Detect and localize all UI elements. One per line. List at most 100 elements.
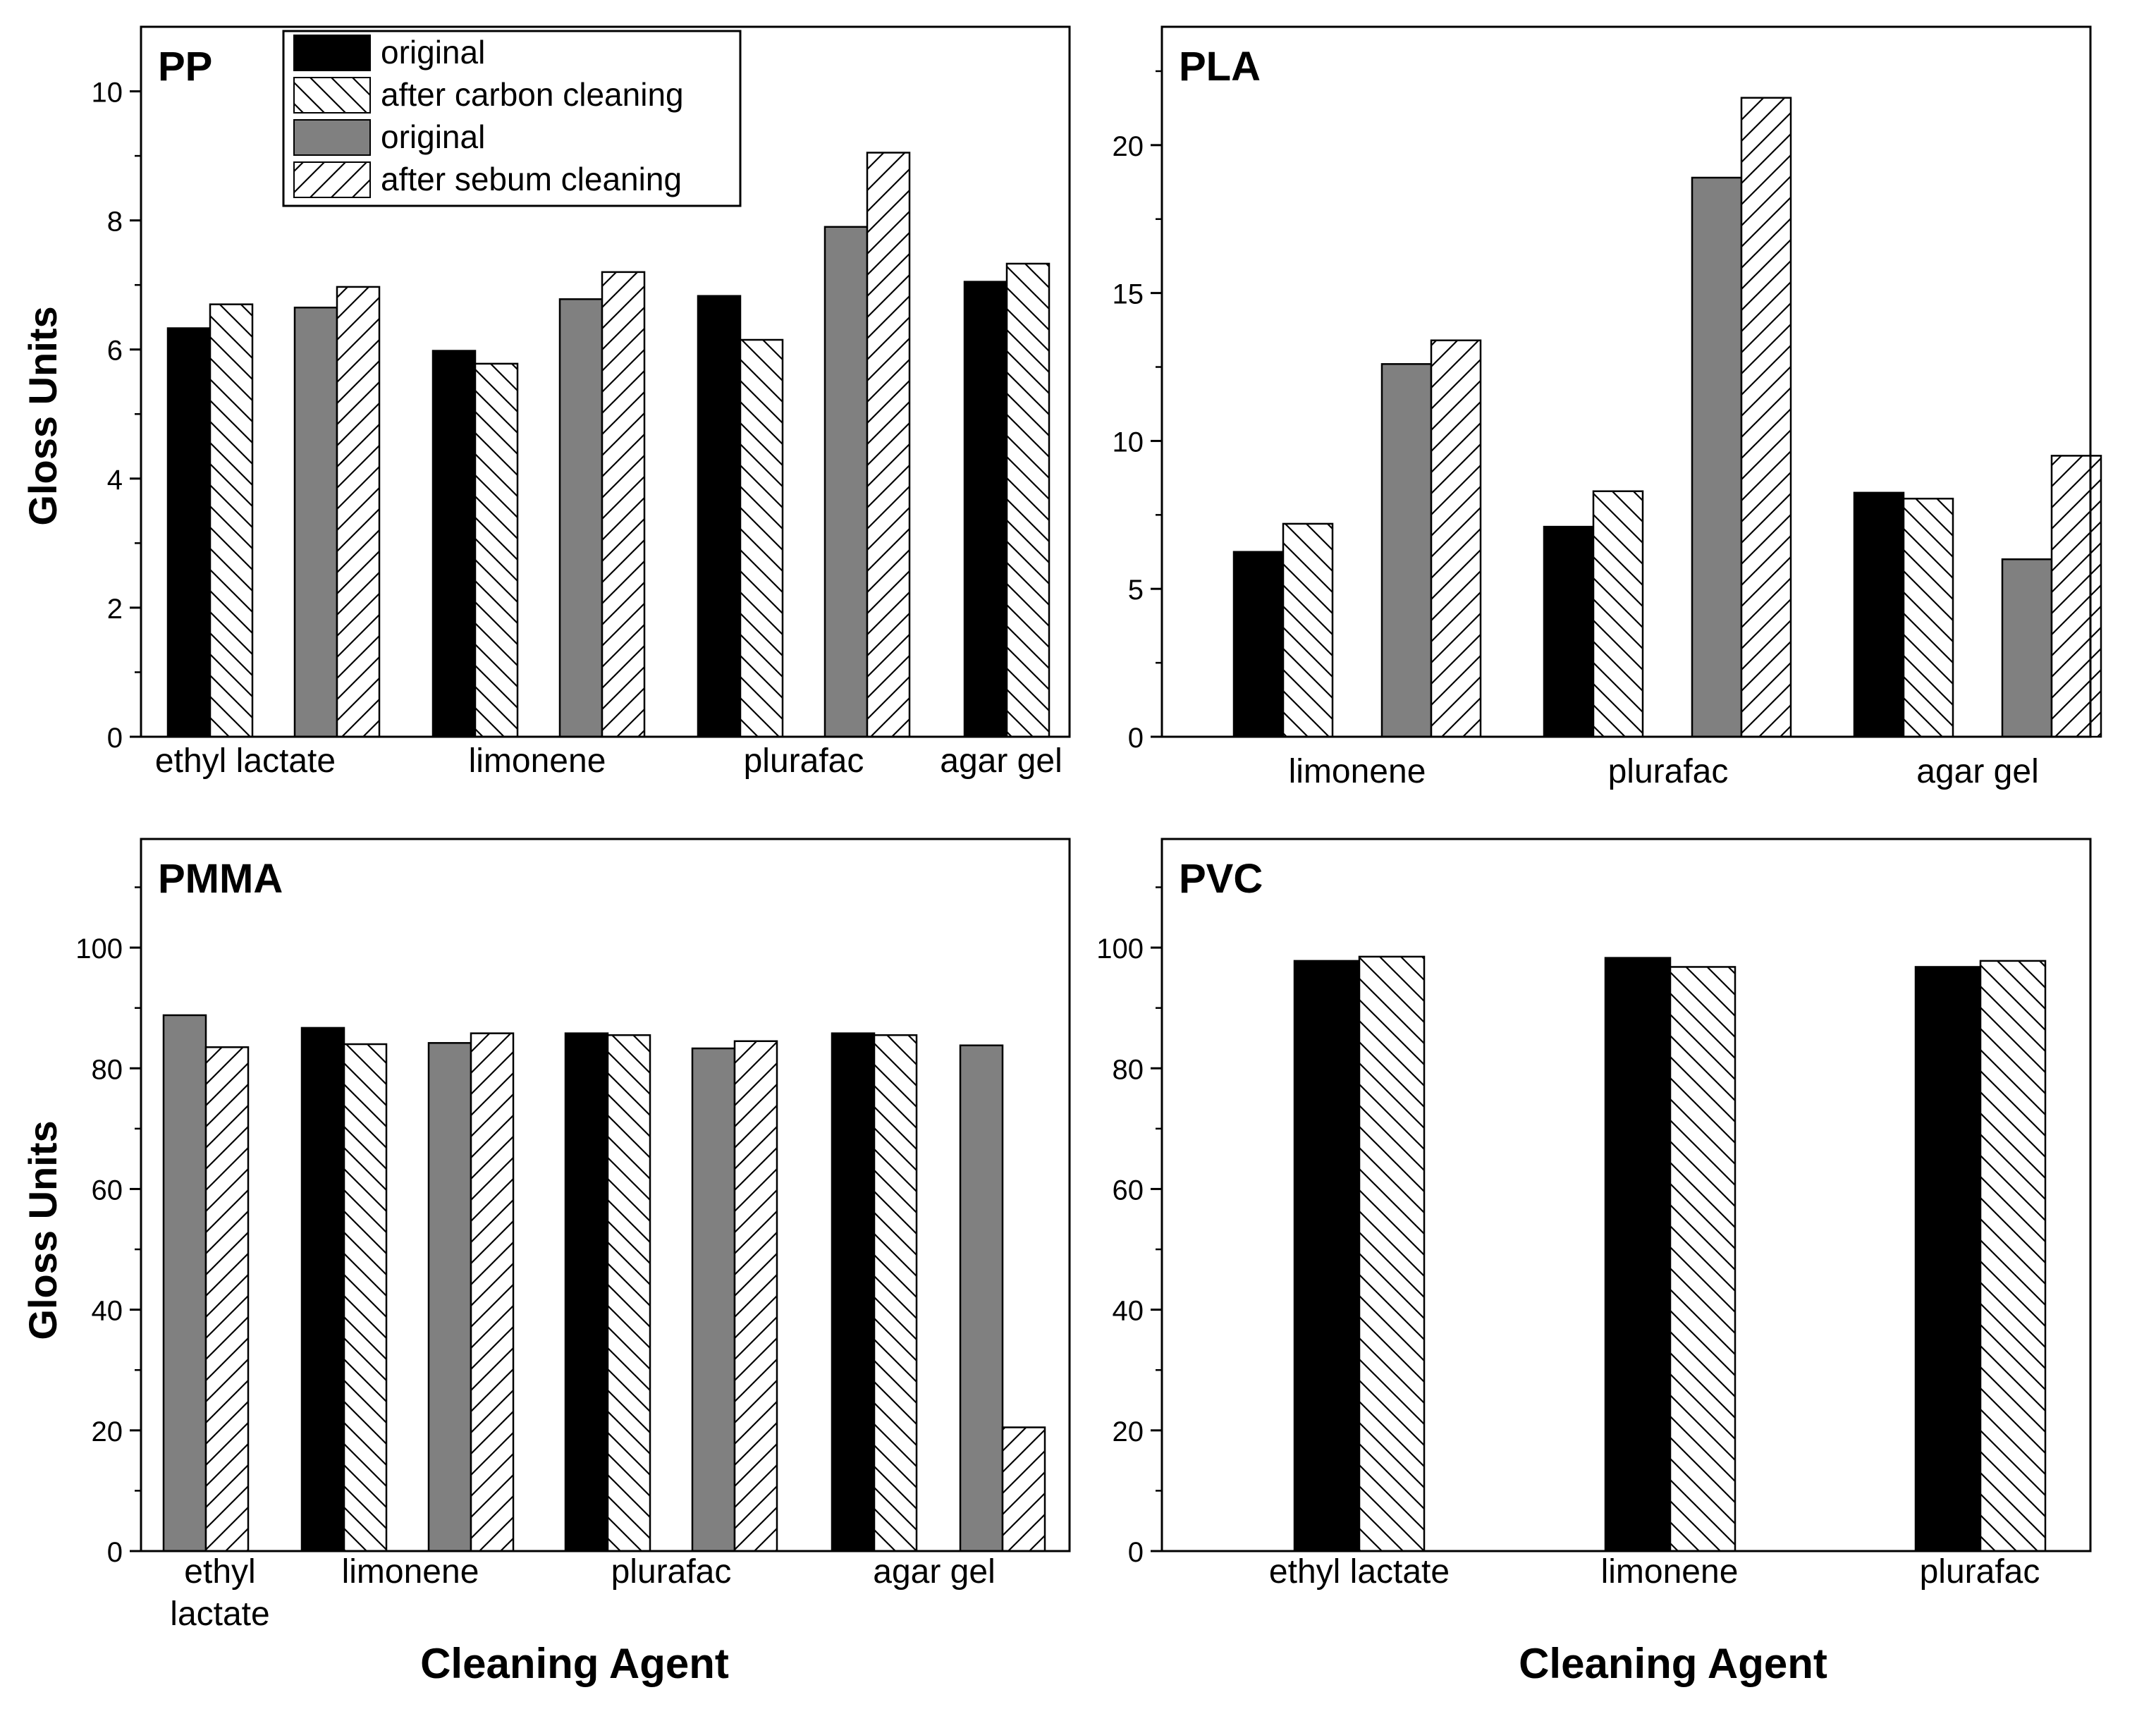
legend-swatch-after-carbon	[293, 77, 371, 114]
pp-bar-limonene-after-sebum-cleaning	[601, 271, 646, 738]
pla-ytick-label-5: 5	[1128, 575, 1144, 606]
pp-ytick-label-10: 10	[92, 78, 123, 109]
legend-label-after-carbon: after carbon cleaning	[381, 76, 684, 113]
pmma-bar-plurafac-after-carbon-cleaning	[606, 1034, 651, 1552]
pla-category-label-agar-gel: agar gel	[1916, 753, 2038, 790]
pmma-plot-frame	[140, 838, 1071, 1552]
pmma-bar-limonene-after-sebum-cleaning	[470, 1032, 515, 1552]
pla-bar-plurafac-original-sebum	[1691, 176, 1743, 738]
x-axis-label-right: Cleaning Agent	[1519, 1640, 1827, 1687]
pla-bar-agar-gel-after-carbon-cleaning	[1902, 497, 1954, 738]
pp-bar-plurafac-original-sebum	[823, 226, 869, 738]
pla-bar-plurafac-after-sebum-cleaning	[1740, 97, 1792, 738]
pla-bar-limonene-after-carbon-cleaning	[1282, 522, 1334, 738]
pmma-bar-limonene-after-carbon-cleaning	[343, 1043, 388, 1552]
pmma-bar-plurafac-after-sebum-cleaning	[733, 1040, 778, 1552]
pp-ytick-label-2: 2	[107, 594, 123, 625]
pmma-bar-plurafac-original-carbon	[564, 1032, 609, 1552]
pvc-bar-plurafac-original-carbon	[1914, 966, 1982, 1552]
y-axis-label-top: Gloss Units	[20, 306, 65, 525]
pp-bar-limonene-after-carbon-cleaning	[474, 362, 519, 738]
pvc-bar-limonene-original-carbon	[1604, 957, 1672, 1552]
pmma-bar-agar-gel-original-carbon	[831, 1032, 876, 1552]
pla-title: PLA	[1179, 44, 1261, 90]
pp-bar-ethyl-lactate-original-carbon	[166, 327, 212, 738]
pmma-panel: ethyl lactate limonene plurafac agar gel 0 20 4…	[75, 838, 1071, 1633]
pp-category-label-limonene: limonene	[469, 742, 606, 780]
pp-category-label-ethyl-lactate: ethyl lactate	[155, 742, 336, 780]
pvc-ytick-label-60: 60	[1113, 1175, 1144, 1206]
pp-ytick-label-8: 8	[107, 207, 123, 238]
pp-bar-agar-gel-after-carbon-cleaning	[1005, 262, 1051, 738]
pp-bar-limonene-original-carbon	[431, 350, 477, 738]
pla-bar-limonene-original-sebum	[1380, 363, 1433, 738]
pvc-category-label-limonene: limonene	[1601, 1553, 1739, 1591]
pmma-bar-agar-gel-after-sebum-cleaning	[1001, 1426, 1046, 1552]
pp-bar-plurafac-original-carbon	[697, 295, 742, 738]
pla-bar-agar-gel-after-sebum-cleaning	[2050, 455, 2102, 738]
pmma-ytick-label-80: 80	[92, 1054, 123, 1085]
pp-ytick-label-4: 4	[107, 465, 123, 496]
pmma-bar-ethyl-lactate-original-sebum	[162, 1014, 207, 1552]
pmma-ytick-label-0: 0	[107, 1537, 123, 1568]
pla-bar-limonene-original-carbon	[1232, 551, 1285, 738]
pp-bar-ethyl-lactate-original-sebum	[293, 306, 338, 738]
pp-category-label-plurafac: plurafac	[744, 742, 864, 780]
pmma-bar-agar-gel-original-sebum	[959, 1044, 1004, 1552]
pla-bar-limonene-after-sebum-cleaning	[1430, 339, 1482, 738]
pp-title: PP	[158, 44, 212, 90]
pp-ytick-label-0: 0	[107, 723, 123, 754]
pvc-plot-frame	[1160, 838, 2092, 1552]
pla-bar-agar-gel-original-sebum	[2001, 558, 2053, 738]
legend-label-original-sebum: original	[381, 118, 485, 155]
legend: original after carbon cleaning original …	[282, 30, 742, 207]
pmma-bar-ethyl-lactate-after-sebum-cleaning	[204, 1046, 250, 1552]
pvc-bar-ethyl-lactate-original-carbon	[1293, 960, 1361, 1552]
pvc-panel: ethyl lactate limonene plurafac 0 20 40 60 80 10…	[1096, 838, 2092, 1591]
pp-bar-plurafac-after-sebum-cleaning	[866, 152, 911, 738]
legend-swatch-original-sebum	[293, 119, 371, 156]
pvc-ytick-label-40: 40	[1113, 1296, 1144, 1327]
legend-label-after-sebum: after sebum cleaning	[381, 161, 682, 197]
pmma-bar-limonene-original-carbon	[300, 1027, 345, 1552]
pvc-category-label-plurafac: plurafac	[1920, 1553, 2040, 1591]
pp-bar-ethyl-lactate-after-carbon-cleaning	[209, 303, 254, 738]
pvc-ytick-label-100: 100	[1096, 933, 1144, 964]
pvc-ytick-label-80: 80	[1113, 1054, 1144, 1085]
pmma-ytick-label-60: 60	[92, 1175, 123, 1206]
pp-bar-agar-gel-original-carbon	[963, 281, 1008, 738]
pmma-category-label-plurafac: plurafac	[611, 1553, 732, 1591]
pmma-bar-limonene-original-sebum	[427, 1042, 472, 1552]
pla-panel: limonene plurafac agar gel 0 5 10 15 20 PLA	[1113, 25, 2102, 790]
pvc-category-label-ethyl-lactate: ethyl lactate	[1269, 1553, 1450, 1591]
pla-category-label-limonene: limonene	[1289, 753, 1426, 790]
pvc-bar-ethyl-lactate-after-carbon-cleaning	[1358, 955, 1426, 1552]
pmma-category-label-agar-gel: agar gel	[873, 1553, 995, 1591]
pmma-category-label-ethyl-lactate: ethyl lactate	[170, 1553, 269, 1633]
legend-label-original-carbon: original	[381, 34, 485, 71]
pvc-bar-limonene-after-carbon-cleaning	[1669, 966, 1737, 1552]
pp-panel: ethyl lactate limonene plurafac agar gel 0 2 4…	[92, 25, 1071, 780]
pp-ytick-label-6: 6	[107, 336, 123, 367]
x-axis-label-left: Cleaning Agent	[420, 1640, 729, 1687]
pp-plot-frame	[140, 25, 1071, 738]
y-axis-label-bottom: Gloss Units	[20, 1120, 65, 1340]
pmma-category-label-limonene: limonene	[342, 1553, 479, 1591]
pla-category-label-plurafac: plurafac	[1608, 753, 1729, 790]
pla-bar-plurafac-after-carbon-cleaning	[1592, 490, 1644, 738]
pmma-title: PMMA	[158, 856, 283, 902]
pla-plot-frame	[1160, 25, 2092, 738]
pp-bar-limonene-original-sebum	[558, 298, 604, 738]
pla-ytick-label-0: 0	[1128, 723, 1144, 754]
pmma-ytick-label-20: 20	[92, 1416, 123, 1447]
pp-category-label-agar-gel: agar gel	[940, 742, 1062, 780]
pla-ytick-label-10: 10	[1113, 427, 1144, 458]
pp-bar-plurafac-after-carbon-cleaning	[739, 338, 784, 738]
pmma-bar-plurafac-original-sebum	[691, 1047, 736, 1552]
pla-bar-plurafac-original-carbon	[1543, 525, 1595, 738]
pla-ytick-label-15: 15	[1113, 279, 1144, 310]
pvc-ytick-label-20: 20	[1113, 1416, 1144, 1447]
pmma-ytick-label-40: 40	[92, 1296, 123, 1327]
legend-swatch-after-sebum	[293, 161, 371, 198]
pp-bar-ethyl-lactate-after-sebum-cleaning	[336, 286, 381, 738]
